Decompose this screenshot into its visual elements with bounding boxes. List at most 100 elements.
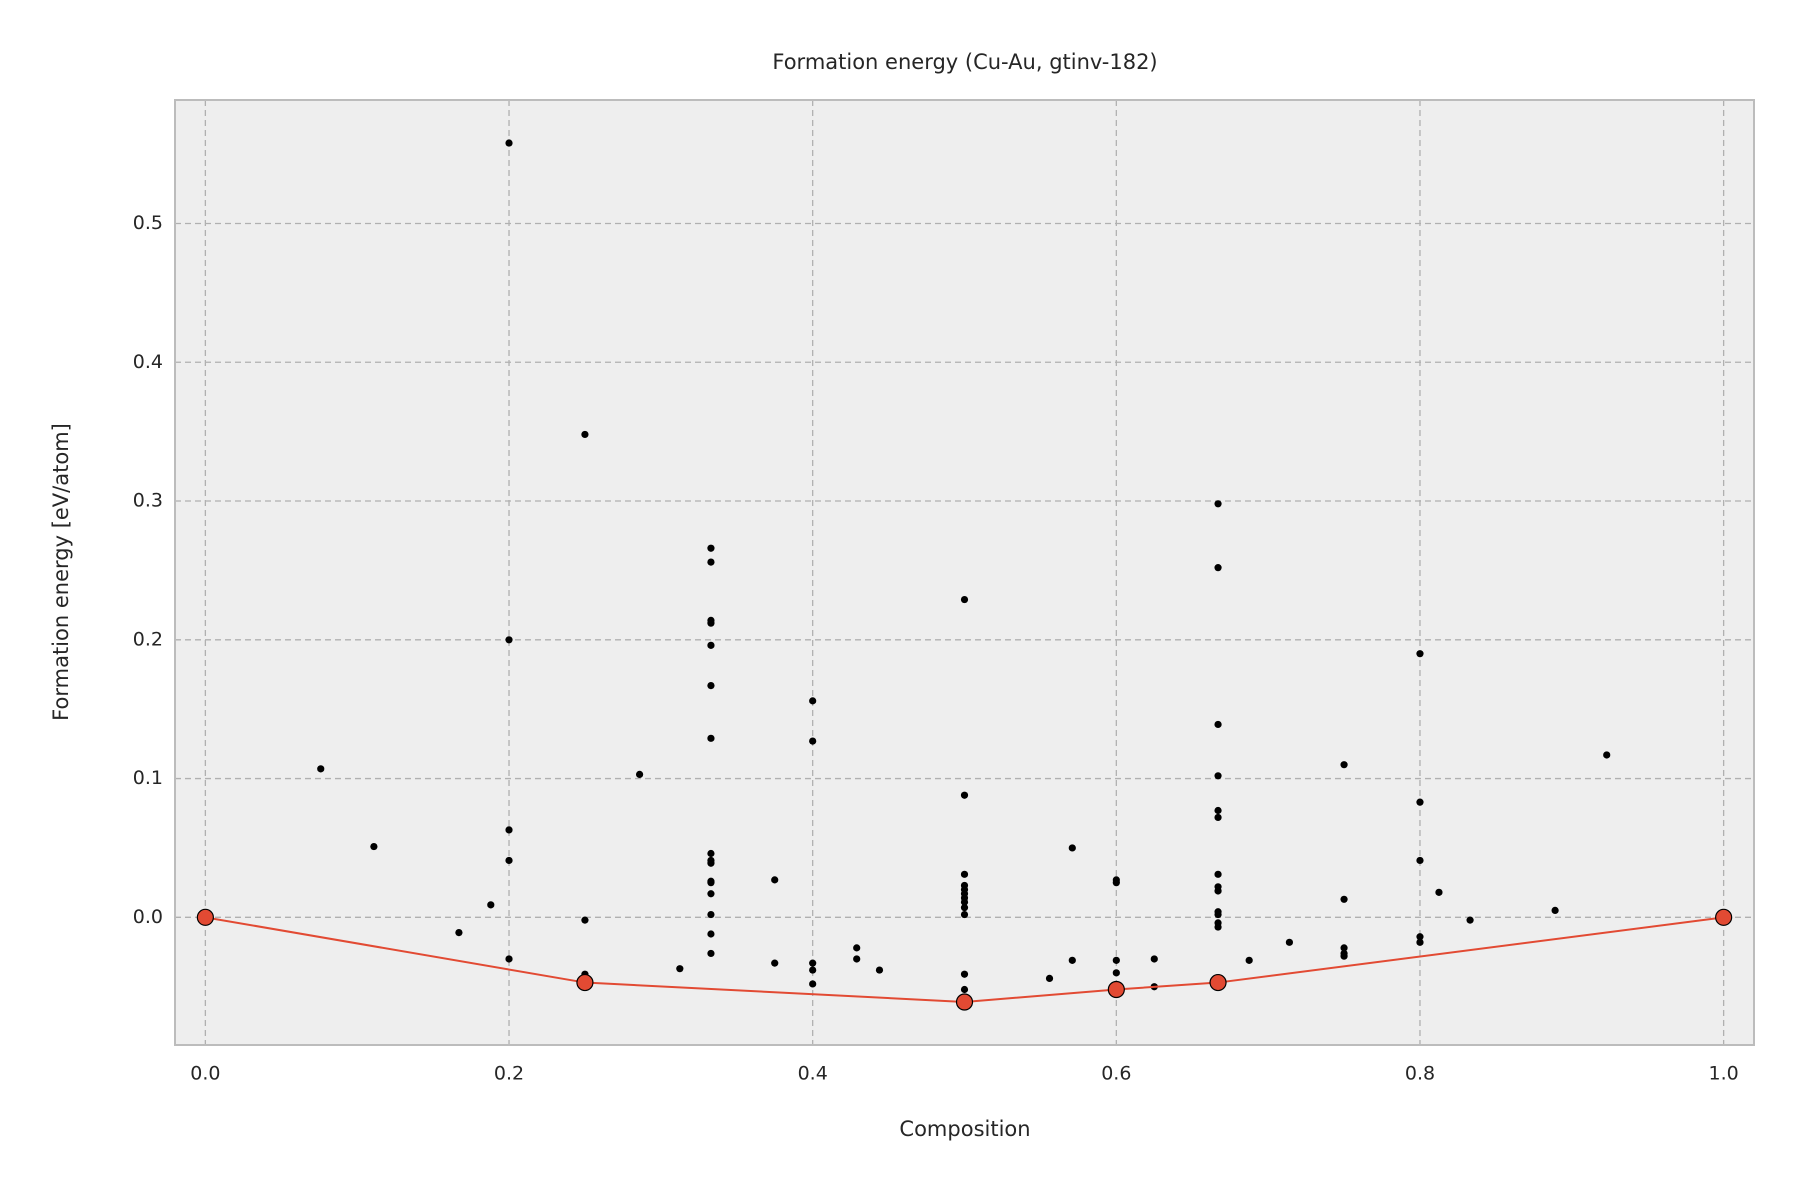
data-point <box>505 955 513 963</box>
x-tick-label: 0.6 <box>1101 1063 1131 1085</box>
data-point <box>707 641 715 649</box>
data-point <box>1214 870 1222 878</box>
hull-line <box>205 916 1724 1003</box>
y-tick-label: 0.1 <box>133 767 163 789</box>
data-point <box>1068 956 1076 964</box>
x-tick-label: 0.0 <box>190 1063 220 1085</box>
chart-title: Formation energy (Cu-Au, gtinv-182) <box>772 50 1157 74</box>
data-point <box>707 859 715 867</box>
data-point <box>1551 906 1559 914</box>
data-point <box>1214 806 1222 815</box>
x-axis-label: Composition <box>899 1117 1030 1141</box>
data-point <box>1214 720 1222 729</box>
data-point <box>1466 916 1474 924</box>
data-point <box>1112 879 1120 887</box>
data-point <box>707 910 715 919</box>
x-tick-label: 1.0 <box>1709 1063 1739 1085</box>
data-point <box>955 993 974 1011</box>
data-point <box>505 826 513 834</box>
data-point <box>960 910 969 919</box>
data-point <box>1715 908 1733 926</box>
data-point <box>771 959 779 967</box>
y-tick-label: 0.0 <box>133 906 163 928</box>
data-point <box>853 955 861 963</box>
data-point <box>809 697 817 705</box>
data-point <box>1416 798 1424 806</box>
data-point <box>1214 500 1222 508</box>
data-point <box>960 595 969 604</box>
data-point <box>1340 944 1348 952</box>
data-point <box>809 959 817 967</box>
data-point <box>487 901 495 909</box>
data-point <box>809 966 817 974</box>
data-point <box>1107 980 1125 999</box>
x-tick-label: 0.2 <box>494 1063 524 1085</box>
data-point <box>1112 969 1120 977</box>
data-point <box>771 876 779 884</box>
y-tick-label: 0.4 <box>133 351 163 373</box>
data-point <box>707 849 715 858</box>
data-point <box>635 770 644 779</box>
data-point <box>875 966 884 974</box>
data-point <box>960 870 969 878</box>
data-point <box>1340 952 1348 960</box>
data-point <box>809 980 817 988</box>
data-point <box>1416 933 1424 941</box>
data-point <box>505 636 513 644</box>
y-tick-label: 0.2 <box>133 628 163 650</box>
data-point <box>1435 888 1443 896</box>
data-point <box>1214 813 1222 822</box>
data-point <box>1340 761 1348 769</box>
data-point <box>809 737 817 745</box>
data-point <box>707 879 715 887</box>
data-point <box>370 842 378 851</box>
data-point <box>581 430 589 439</box>
data-point <box>960 791 969 799</box>
data-point <box>676 965 684 973</box>
data-point <box>505 856 513 865</box>
data-point <box>1285 938 1294 946</box>
data-point <box>317 765 325 773</box>
data-point <box>1068 844 1076 852</box>
data-point <box>1112 956 1120 964</box>
data-point <box>960 970 969 978</box>
data-point <box>576 973 594 992</box>
data-point <box>960 904 969 912</box>
data-point <box>1214 910 1222 919</box>
data-point <box>1214 564 1222 572</box>
x-tick-label: 0.4 <box>798 1063 828 1085</box>
data-point <box>707 949 715 958</box>
data-point <box>1214 923 1222 931</box>
data-point <box>707 734 715 742</box>
data-point <box>1045 974 1054 982</box>
data-point <box>707 558 715 566</box>
data-point <box>196 908 214 926</box>
data-point <box>707 681 715 690</box>
data-point <box>707 890 715 898</box>
data-point <box>1416 938 1424 946</box>
y-axis-label: Formation energy [eV/atom] <box>49 423 73 721</box>
data-point <box>707 619 715 627</box>
data-point <box>581 916 589 924</box>
plot-frame <box>174 99 1755 1046</box>
data-point <box>455 928 463 937</box>
data-point <box>505 139 513 147</box>
data-point <box>1245 956 1253 964</box>
y-tick-label: 0.5 <box>133 212 163 234</box>
data-point <box>1603 751 1611 759</box>
data-point <box>1209 973 1227 992</box>
grid <box>175 100 1754 1045</box>
data-point <box>1416 856 1424 865</box>
data-point <box>707 930 715 938</box>
data-point <box>1416 650 1424 658</box>
y-tick-label: 0.3 <box>133 490 163 512</box>
data-point <box>960 985 969 994</box>
data-point <box>1214 887 1222 895</box>
data-point <box>707 544 715 552</box>
data-point <box>1214 772 1222 780</box>
data-point <box>853 944 861 952</box>
data-point <box>960 898 969 906</box>
data-point <box>1150 955 1158 963</box>
